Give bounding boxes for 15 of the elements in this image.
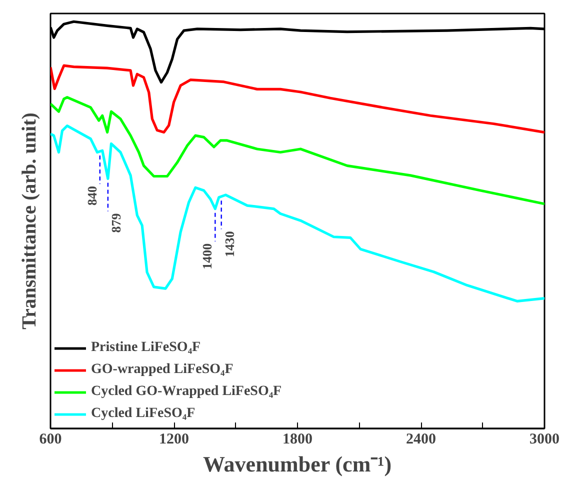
x-tick-label: 3000 bbox=[530, 432, 560, 448]
annotation: 1430 bbox=[222, 231, 237, 258]
legend-label: Cycled LiFeSO₄F bbox=[91, 405, 196, 423]
legend-label: Pristine LiFeSO₄F bbox=[91, 339, 201, 357]
x-tick-label: 1200 bbox=[159, 432, 189, 448]
annotation: 840 bbox=[84, 186, 100, 206]
annotation: 1400 bbox=[200, 243, 215, 270]
x-tick-label: 1800 bbox=[282, 432, 312, 448]
legend-label: Cycled GO-Wrapped LiFeSO₄F bbox=[91, 383, 282, 401]
legend-label: GO-wrapped LiFeSO₄F bbox=[91, 361, 234, 379]
x-tick-label: 600 bbox=[39, 432, 62, 448]
annotation: 879 bbox=[108, 212, 124, 233]
y-axis-title: Transmittance (arb. unit) bbox=[18, 112, 40, 330]
x-axis-title: Wavenumber (cm⁻¹) bbox=[203, 452, 392, 476]
x-tick-label: 2400 bbox=[406, 432, 436, 448]
